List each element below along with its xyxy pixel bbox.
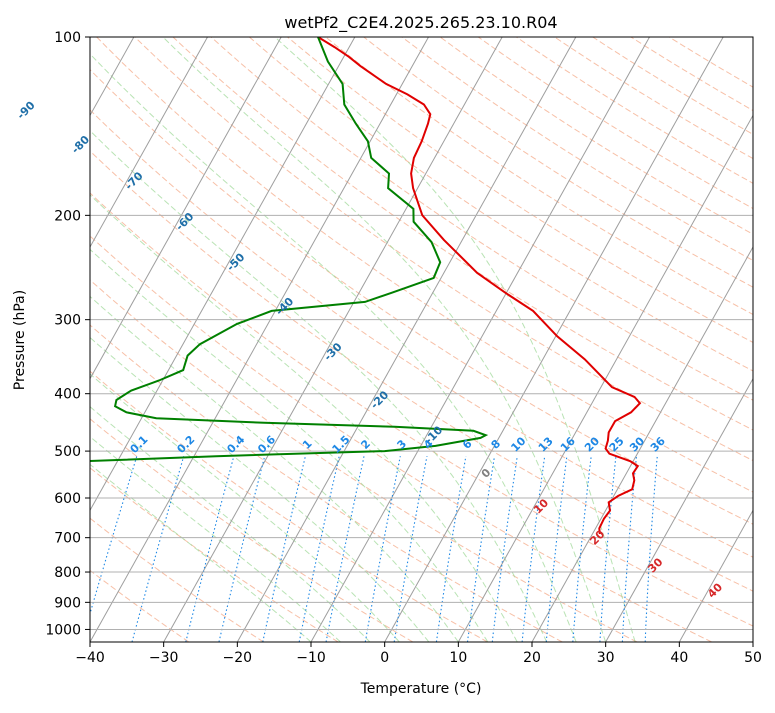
- y-tick-label: 900: [54, 595, 81, 611]
- y-tick-label: 1000: [45, 622, 81, 638]
- y-tick-label: 800: [54, 565, 81, 581]
- x-tick-label: 0: [380, 650, 389, 666]
- y-tick-label: 600: [54, 491, 81, 507]
- x-tick-label: 10: [449, 650, 467, 666]
- x-tick-label: 40: [670, 650, 688, 666]
- y-tick-label: 200: [54, 208, 81, 224]
- y-axis-label: Pressure (hPa): [12, 290, 28, 390]
- x-axis-label: Temperature (°C): [360, 681, 482, 697]
- chart-title: wetPf2_C2E4.2025.265.23.10.R04: [284, 13, 557, 33]
- y-tick-label: 700: [54, 531, 81, 547]
- y-tick-label: 500: [54, 444, 81, 460]
- x-tick-label: 20: [523, 650, 541, 666]
- x-tick-label: 50: [744, 650, 762, 666]
- x-tick-label: −10: [296, 650, 326, 666]
- y-tick-label: 100: [54, 30, 81, 46]
- x-tick-label: −20: [223, 650, 253, 666]
- x-tick-label: −30: [149, 650, 179, 666]
- x-tick-label: 30: [597, 650, 615, 666]
- y-tick-label: 300: [54, 313, 81, 329]
- y-tick-label: 400: [54, 387, 81, 403]
- x-tick-label: −40: [75, 650, 105, 666]
